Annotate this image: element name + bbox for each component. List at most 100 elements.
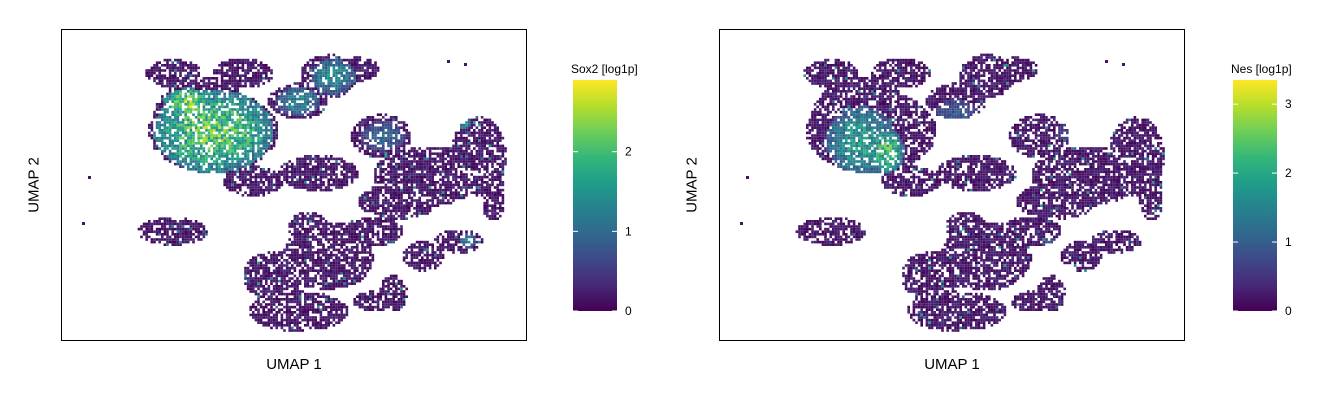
cell-point: [200, 222, 203, 226]
cell-point: [350, 178, 354, 181]
cell-point: [395, 123, 398, 127]
cell-point: [194, 69, 198, 72]
cell-point: [371, 149, 375, 153]
cell-point: [254, 82, 258, 85]
cell-point: [423, 160, 427, 163]
cell-point: [395, 165, 398, 168]
cell-point: [161, 225, 164, 228]
cell-point: [301, 103, 304, 106]
cell-point: [161, 227, 164, 231]
cell-point: [483, 131, 486, 135]
cell-point: [363, 123, 367, 127]
cell-point: [189, 129, 193, 132]
cell-point: [236, 175, 239, 179]
cell-point: [252, 162, 255, 166]
cell-point: [202, 116, 206, 119]
cell-point: [228, 113, 232, 116]
cell-point: [194, 123, 198, 127]
cell-point: [220, 118, 224, 122]
cell-point: [392, 225, 395, 228]
cell-point: [220, 66, 224, 70]
cell-point: [361, 217, 364, 220]
cell-point: [241, 123, 245, 127]
cell-point: [369, 139, 372, 142]
cell-point: [389, 152, 393, 155]
cell-point: [314, 113, 317, 116]
cell-point: [309, 90, 312, 93]
cell-point: [428, 147, 432, 150]
cell-point: [421, 191, 424, 194]
cell-point: [358, 149, 362, 153]
cell-point: [405, 136, 408, 140]
cell-point: [480, 136, 484, 140]
cell-point: [265, 116, 268, 119]
cell-point: [309, 69, 312, 72]
cell-point: [361, 204, 364, 207]
cell-point: [322, 84, 325, 88]
cell-point: [311, 168, 315, 171]
cell-point: [376, 207, 380, 210]
cell-point: [244, 191, 247, 194]
cell-point: [293, 100, 297, 103]
cell-point: [215, 95, 219, 98]
cell-point: [166, 61, 169, 64]
cell-point: [163, 84, 167, 88]
cell-point: [223, 87, 226, 90]
cell-point: [168, 220, 172, 223]
cell-point: [218, 126, 221, 129]
cell-point: [197, 131, 200, 135]
cell-point: [423, 207, 427, 210]
cell-point: [319, 77, 323, 80]
cell-point: [436, 191, 440, 194]
cell-point: [171, 142, 174, 145]
cell-point: [220, 90, 224, 93]
cell-point: [184, 220, 187, 223]
cell-point: [304, 71, 307, 75]
cell-point: [441, 191, 445, 194]
cell-point: [249, 139, 252, 142]
cell-point: [275, 181, 278, 184]
cell-point: [387, 152, 390, 155]
cell-point: [371, 69, 375, 72]
cell-point: [215, 121, 219, 124]
cell-point: [363, 71, 367, 75]
cell-point: [392, 175, 395, 179]
cell-point: [220, 136, 224, 140]
cell-point: [265, 173, 268, 176]
cell-point: [480, 181, 484, 184]
cell-point: [405, 162, 408, 166]
cell-point: [236, 134, 239, 137]
cell-point: [343, 162, 346, 166]
cell-point: [415, 178, 419, 181]
cell-point: [504, 157, 507, 161]
cell-point: [319, 217, 323, 220]
cell-point: [166, 217, 169, 220]
cell-point: [220, 168, 224, 171]
cell-point: [408, 152, 411, 155]
cell-point: [215, 116, 219, 119]
cell-point: [174, 118, 177, 122]
cell-point: [166, 79, 169, 83]
cell-point: [319, 186, 323, 189]
cell-point: [259, 186, 263, 189]
cell-point: [202, 84, 206, 88]
cell-point: [348, 165, 351, 168]
cell-point: [311, 225, 315, 228]
cell-point: [194, 108, 198, 111]
cell-point: [298, 97, 302, 101]
cell-point: [148, 71, 151, 75]
cell-point: [207, 82, 211, 85]
cell-point: [501, 194, 505, 197]
cell-point: [257, 149, 260, 153]
cell-point: [291, 175, 294, 179]
cell-point: [259, 79, 263, 83]
cell-point: [402, 217, 406, 220]
cell-point: [426, 165, 429, 168]
cell-point: [322, 160, 325, 163]
cell-point: [197, 225, 200, 228]
cell-point: [176, 136, 180, 140]
cell-point: [397, 194, 401, 197]
cell-point: [413, 152, 416, 155]
cell-point: [491, 183, 494, 187]
cell-point: [309, 178, 312, 181]
